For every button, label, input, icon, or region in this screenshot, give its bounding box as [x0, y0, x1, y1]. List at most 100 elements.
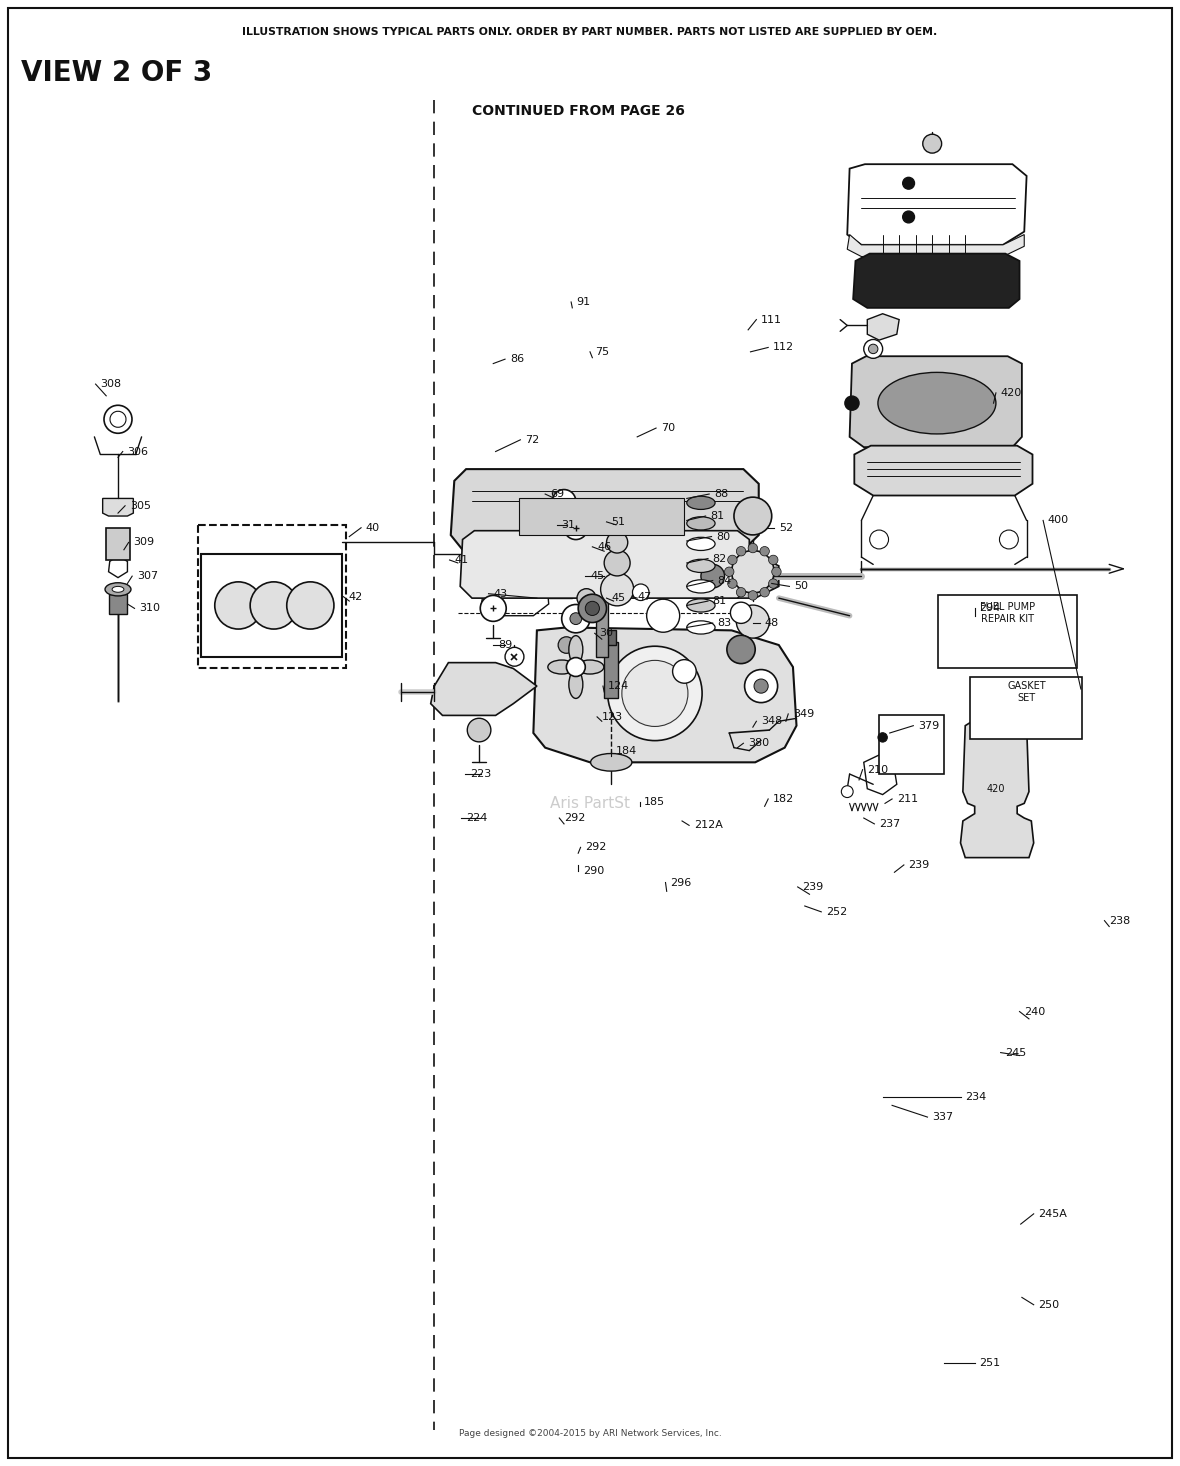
Circle shape [622, 660, 688, 727]
Text: 123: 123 [602, 712, 623, 721]
Text: 296: 296 [670, 878, 691, 887]
Bar [519, 498, 684, 535]
Text: 45: 45 [590, 572, 604, 581]
Text: 420: 420 [986, 784, 1005, 793]
Ellipse shape [687, 537, 715, 550]
Circle shape [564, 516, 588, 539]
Text: 41: 41 [454, 556, 468, 564]
Circle shape [608, 647, 702, 740]
Ellipse shape [105, 582, 131, 597]
Ellipse shape [687, 598, 715, 613]
Text: 420: 420 [1001, 388, 1022, 397]
Text: 91: 91 [576, 298, 590, 306]
Text: GASKET
SET: GASKET SET [1008, 682, 1045, 702]
Circle shape [577, 589, 596, 607]
Circle shape [736, 588, 746, 597]
Circle shape [864, 340, 883, 358]
Bar [109, 594, 127, 614]
Text: 42: 42 [348, 592, 362, 601]
Polygon shape [481, 579, 549, 616]
Text: 70: 70 [661, 424, 675, 432]
Circle shape [562, 604, 590, 633]
Bar [938, 595, 1077, 668]
Bar [879, 715, 944, 774]
Polygon shape [853, 254, 1020, 308]
Text: 82: 82 [713, 554, 727, 563]
Text: 308: 308 [100, 380, 122, 388]
Text: Aris PartSt: Aris PartSt [550, 796, 630, 811]
Circle shape [558, 636, 575, 654]
Ellipse shape [687, 559, 715, 572]
Text: 43: 43 [493, 589, 507, 598]
Circle shape [760, 588, 769, 597]
Circle shape [505, 648, 524, 666]
Circle shape [760, 547, 769, 556]
Circle shape [845, 396, 859, 410]
Text: 239: 239 [802, 883, 824, 891]
Text: 30: 30 [599, 629, 614, 638]
Circle shape [732, 551, 774, 592]
Circle shape [552, 490, 576, 513]
Polygon shape [847, 235, 1024, 257]
Text: 234: 234 [965, 1092, 986, 1101]
Circle shape [215, 582, 262, 629]
Ellipse shape [548, 660, 576, 674]
Text: 245: 245 [1005, 1048, 1027, 1057]
Circle shape [903, 211, 914, 223]
Polygon shape [864, 755, 897, 795]
Circle shape [748, 591, 758, 600]
Circle shape [736, 547, 746, 556]
Text: 348: 348 [761, 717, 782, 726]
Text: 112: 112 [773, 343, 794, 352]
Circle shape [728, 556, 738, 564]
Bar [596, 598, 608, 657]
Text: 47: 47 [637, 592, 651, 601]
Text: 310: 310 [139, 604, 160, 613]
Text: 307: 307 [137, 572, 158, 581]
Circle shape [923, 135, 942, 152]
Text: 86: 86 [510, 355, 524, 364]
Text: 379: 379 [918, 721, 939, 730]
Polygon shape [961, 718, 1034, 858]
Circle shape [287, 582, 334, 629]
Text: 305: 305 [130, 501, 151, 510]
Circle shape [841, 786, 853, 798]
Text: 31: 31 [562, 520, 576, 529]
Text: 185: 185 [644, 798, 666, 806]
Text: 210: 210 [867, 765, 889, 774]
Text: 223: 223 [470, 770, 491, 778]
Ellipse shape [591, 754, 632, 771]
Text: 81: 81 [710, 512, 725, 520]
Text: 50: 50 [794, 582, 808, 591]
Text: 309: 309 [133, 538, 155, 547]
Circle shape [870, 531, 889, 548]
Text: 239: 239 [909, 861, 930, 869]
Circle shape [578, 594, 607, 623]
Text: 292: 292 [564, 814, 585, 822]
Polygon shape [451, 469, 759, 550]
Polygon shape [867, 314, 899, 340]
Circle shape [868, 345, 878, 353]
Bar [198, 525, 346, 668]
Text: 45: 45 [611, 594, 625, 603]
Circle shape [768, 556, 778, 564]
Circle shape [467, 718, 491, 742]
Ellipse shape [687, 579, 715, 592]
Text: 245A: 245A [1038, 1209, 1067, 1218]
Circle shape [730, 603, 752, 623]
Text: 69: 69 [550, 490, 564, 498]
Text: 84: 84 [717, 576, 732, 585]
Circle shape [903, 177, 914, 189]
Circle shape [601, 573, 634, 605]
Ellipse shape [569, 636, 583, 664]
Ellipse shape [576, 660, 604, 674]
Text: 251: 251 [979, 1359, 1001, 1368]
Circle shape [250, 582, 297, 629]
Text: 237: 237 [879, 819, 900, 828]
Circle shape [768, 579, 778, 588]
Text: 72: 72 [525, 435, 539, 444]
Ellipse shape [112, 586, 124, 592]
Circle shape [632, 583, 649, 601]
Circle shape [673, 660, 696, 683]
Text: 212A: 212A [694, 821, 722, 830]
